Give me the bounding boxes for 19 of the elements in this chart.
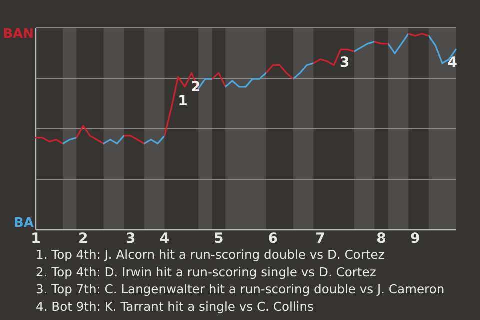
- text: 1. Top 4th: J. Alcorn hit a run-scoring double vs D. Cortez: [36, 248, 385, 262]
- x-tick-label: 8: [376, 231, 386, 247]
- annotation: 3: [340, 55, 350, 72]
- x-tick-label: 6: [268, 231, 278, 247]
- x-tick-label: 2: [78, 231, 88, 247]
- x-tick-label: 5: [214, 231, 224, 247]
- annotation: 2: [190, 79, 201, 96]
- x-tick-label: 7: [316, 231, 326, 247]
- x-tick-label: 4: [160, 231, 170, 247]
- x-tick-label: 1: [31, 231, 41, 247]
- x-tick-label: 3: [126, 231, 136, 247]
- text: BA: [14, 216, 34, 231]
- text: 2. Top 4th: D. Irwin hit a run-scoring single vs D. Cortez: [36, 265, 376, 280]
- x-tick-label: 9: [410, 231, 420, 247]
- text: 4. Bot 9th: K. Tarrant hit a single vs C. Collins: [36, 300, 314, 314]
- text: 3. Top 7th: C. Langenwalter hit a run-scoring double vs J. Cameron: [36, 282, 445, 297]
- annotation: 4: [448, 55, 458, 72]
- annotation: 1: [178, 94, 188, 110]
- text: BAN: [3, 27, 34, 42]
